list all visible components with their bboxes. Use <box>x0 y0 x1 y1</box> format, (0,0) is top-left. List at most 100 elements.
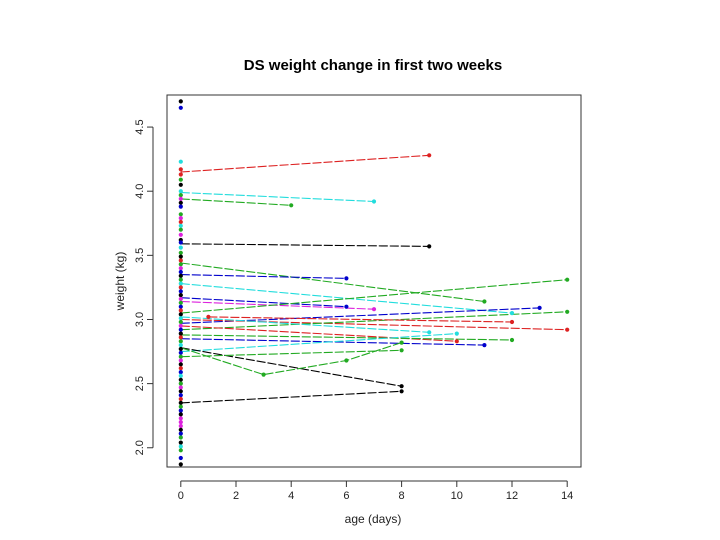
x-tick-label-4: 4 <box>288 490 294 502</box>
series-20-point-2 <box>399 384 404 389</box>
birth-point-22 <box>178 250 183 255</box>
birth-point-75 <box>178 462 183 467</box>
birth-point-52 <box>178 366 183 371</box>
series-line-6 <box>180 274 347 279</box>
series-14-point-2 <box>509 319 515 325</box>
series-4-point-2 <box>427 244 432 249</box>
series-line-14 <box>208 316 513 323</box>
x-tick-label-12: 12 <box>506 490 518 502</box>
series-18-point-2 <box>509 337 515 343</box>
birth-point-23 <box>178 254 183 259</box>
birth-point-13 <box>178 212 183 217</box>
x-axis: 0 2 4 6 8 10 12 14 <box>178 480 573 502</box>
plot-area-frame <box>166 94 582 468</box>
birth-point-55 <box>178 377 183 382</box>
y-tick-label-2: 2.0 <box>134 440 146 455</box>
x-tick-label-6: 6 <box>343 490 349 502</box>
series-3-point-2 <box>289 203 294 208</box>
birth-point-33 <box>178 293 183 298</box>
birth-point-36 <box>178 304 183 309</box>
birth-point-62 <box>178 404 183 409</box>
birth-point-14 <box>178 216 183 221</box>
series-line-19 <box>180 333 457 353</box>
birth-point-51 <box>178 362 183 367</box>
y-axis: 2.0 2.5 3.0 3.5 4.0 4.5 <box>134 119 154 455</box>
birth-point-37 <box>178 308 183 313</box>
series-10-point-2 <box>565 277 570 282</box>
birth-point-12 <box>178 204 183 209</box>
series-line-12 <box>180 318 568 331</box>
x-axis-label: age (days) <box>345 512 402 526</box>
series-21-point-4 <box>399 340 404 345</box>
series-line-17 <box>180 338 485 346</box>
birth-point-74 <box>178 455 183 461</box>
birth-point-20 <box>178 240 183 245</box>
birth-point-10 <box>178 196 183 201</box>
series-line-20 <box>180 347 402 387</box>
birth-point-66 <box>178 420 183 425</box>
y-tick-label-2-5: 2.5 <box>134 376 146 391</box>
birth-point-31 <box>178 285 183 290</box>
birth-point-7 <box>178 182 183 187</box>
birth-point-27 <box>178 269 183 275</box>
birth-point-5 <box>178 172 183 177</box>
birth-point-15 <box>178 219 183 225</box>
birth-point-65 <box>178 416 183 421</box>
series-2-point-2 <box>371 199 377 204</box>
birth-point-30 <box>178 281 183 286</box>
series-6-point-2 <box>344 276 349 281</box>
series-22-point-2 <box>399 348 404 353</box>
series-line-13 <box>180 311 568 331</box>
birth-point-69 <box>178 431 183 436</box>
birth-point-8 <box>178 189 183 194</box>
data-points <box>178 99 570 467</box>
series-line-18 <box>180 334 513 341</box>
birth-point-1 <box>178 99 183 104</box>
birth-point-3 <box>178 159 183 164</box>
birth-point-35 <box>178 300 183 305</box>
series-14-point-1 <box>206 314 211 319</box>
series-21-point-2 <box>261 372 266 377</box>
birth-point-24 <box>178 258 183 263</box>
birth-point-39 <box>178 316 183 321</box>
birth-point-49 <box>178 354 183 359</box>
birth-point-63 <box>178 408 183 413</box>
birth-point-73 <box>178 448 183 453</box>
birth-point-44 <box>178 335 183 340</box>
series-9-point-2 <box>344 304 349 309</box>
chart-title: DS weight change in first two weeks <box>244 57 502 74</box>
series-8-point-2 <box>371 307 377 312</box>
series-21-point-3 <box>344 358 349 363</box>
birth-point-72 <box>178 444 183 449</box>
birth-point-42 <box>178 327 183 332</box>
y-tick-label-4: 4.0 <box>134 184 146 199</box>
birth-point-68 <box>178 427 183 432</box>
series-15-point-2 <box>454 339 459 344</box>
birth-point-25 <box>178 262 183 267</box>
series-line-23 <box>180 390 402 404</box>
series-19-point-2 <box>454 331 459 336</box>
series-line-5 <box>180 262 485 303</box>
series-line-15 <box>180 325 457 342</box>
birth-point-61 <box>178 400 183 405</box>
birth-point-6 <box>178 177 183 182</box>
series-12-point-2 <box>565 327 570 332</box>
series-line-9 <box>180 297 347 308</box>
birth-point-40 <box>178 319 183 325</box>
birth-point-58 <box>178 389 183 394</box>
birth-point-34 <box>178 296 183 302</box>
birth-point-59 <box>178 393 183 398</box>
y-tick-label-3: 3.0 <box>134 312 146 327</box>
series-line-10 <box>180 279 568 314</box>
birth-point-54 <box>178 373 183 378</box>
birth-point-29 <box>178 277 183 282</box>
birth-point-57 <box>178 385 183 390</box>
birth-point-17 <box>178 227 183 232</box>
x-tick-label-14: 14 <box>561 490 573 502</box>
birth-point-71 <box>178 440 183 445</box>
birth-point-46 <box>178 343 183 348</box>
series-line-1 <box>180 154 430 173</box>
birth-point-48 <box>178 350 183 355</box>
x-tick-label-2: 2 <box>233 490 239 502</box>
